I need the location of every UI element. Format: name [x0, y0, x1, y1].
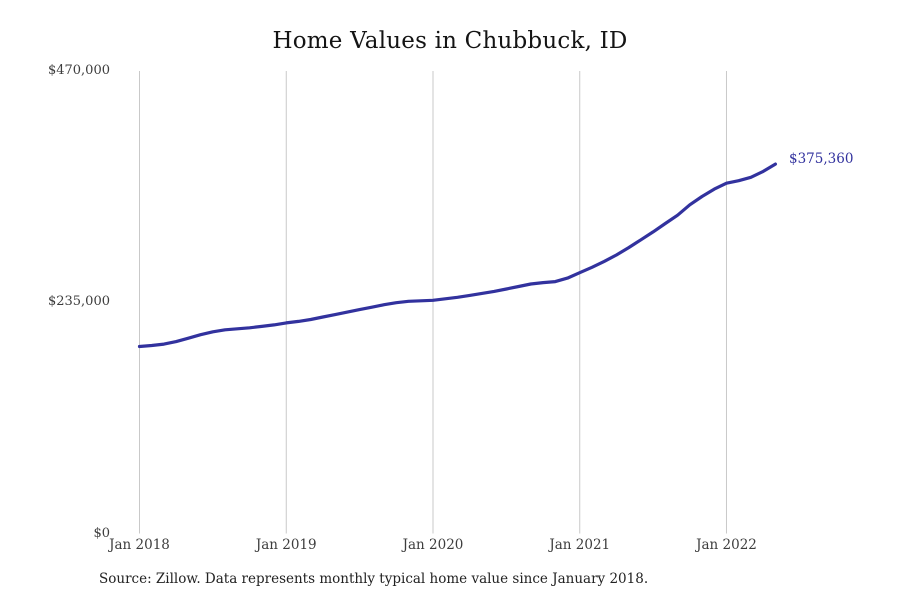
- y-tick-label: $0: [93, 525, 110, 541]
- x-tick-label: Jan 2018: [109, 537, 170, 553]
- x-tick-label: Jan 2019: [255, 537, 317, 553]
- x-tick-label: Jan 2021: [549, 537, 611, 553]
- home-value-series: [137, 162, 778, 349]
- x-tick-label: Jan 2022: [696, 537, 757, 553]
- y-tick-label: $235,000: [47, 294, 110, 310]
- y-tick-label: $470,000: [47, 63, 110, 78]
- x-tick-label: Jan 2020: [402, 537, 464, 553]
- source-note: Source: Zillow. Data represents monthly …: [99, 571, 649, 587]
- latest-value-label: $375,360: [789, 151, 854, 167]
- chart-title: Home Values in Chubbuck, ID: [272, 28, 628, 54]
